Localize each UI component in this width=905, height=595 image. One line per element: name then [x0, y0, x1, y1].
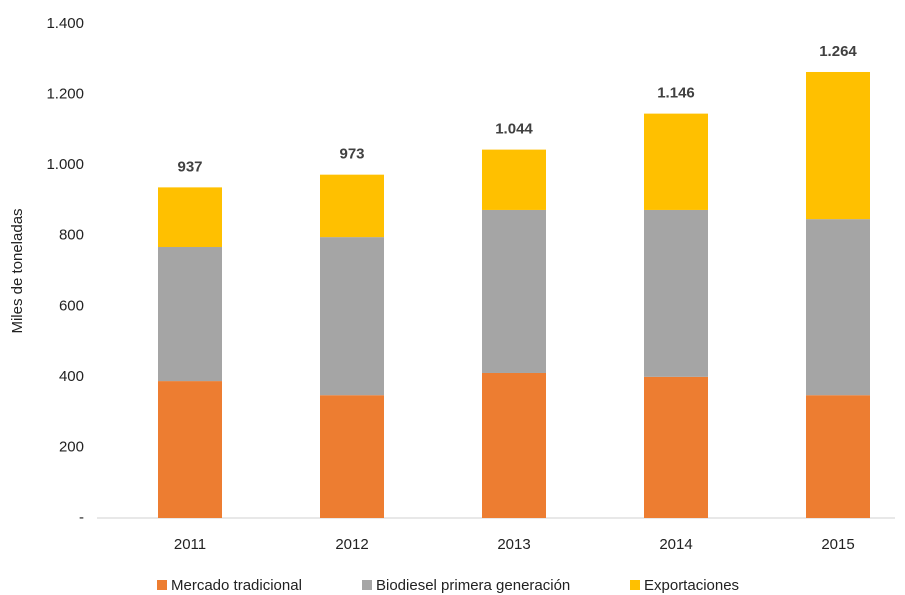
bar-segment [806, 71, 870, 220]
bar-segment [158, 381, 222, 518]
bar-segment [806, 395, 870, 518]
x-tick-label: 2015 [821, 536, 854, 553]
bar-segment [320, 237, 384, 396]
bar-segment [320, 174, 384, 238]
total-label: 1.146 [657, 85, 695, 102]
x-tick-label: 2013 [497, 536, 530, 553]
bar-segment [158, 247, 222, 382]
total-label: 973 [339, 146, 364, 163]
bar-segment [644, 209, 708, 377]
y-tick-label: 800 [59, 227, 84, 244]
legend-label: Biodiesel primera generación [376, 577, 570, 594]
legend-label: Exportaciones [644, 577, 739, 594]
total-label: 1.044 [495, 121, 533, 138]
legend-swatch [362, 580, 372, 590]
legend-swatch [157, 580, 167, 590]
bar-segment [644, 113, 708, 210]
bar-segment [158, 187, 222, 248]
y-tick-label: 200 [59, 438, 84, 455]
y-tick-label: 1.000 [46, 156, 84, 173]
x-tick-label: 2011 [174, 536, 206, 553]
y-tick-label: 600 [59, 297, 84, 314]
legend-swatch [630, 580, 640, 590]
y-tick-label: 400 [59, 368, 84, 385]
y-tick-label: 1.200 [46, 86, 84, 103]
legend-label: Mercado tradicional [171, 577, 302, 594]
bar-segment [806, 219, 870, 396]
bar-segment [482, 372, 546, 518]
y-tick-label: 1.400 [46, 15, 84, 32]
total-label: 1.264 [819, 43, 857, 60]
x-tick-label: 2014 [659, 536, 692, 553]
bar-segment [644, 376, 708, 518]
bar-segment [482, 209, 546, 373]
y-axis-label: Miles de toneladas [9, 208, 26, 333]
x-tick-label: 2012 [335, 536, 368, 553]
y-tick-label: - [79, 509, 84, 526]
total-label: 937 [177, 158, 202, 175]
bar-segment [320, 395, 384, 518]
bar-segment [482, 149, 546, 210]
